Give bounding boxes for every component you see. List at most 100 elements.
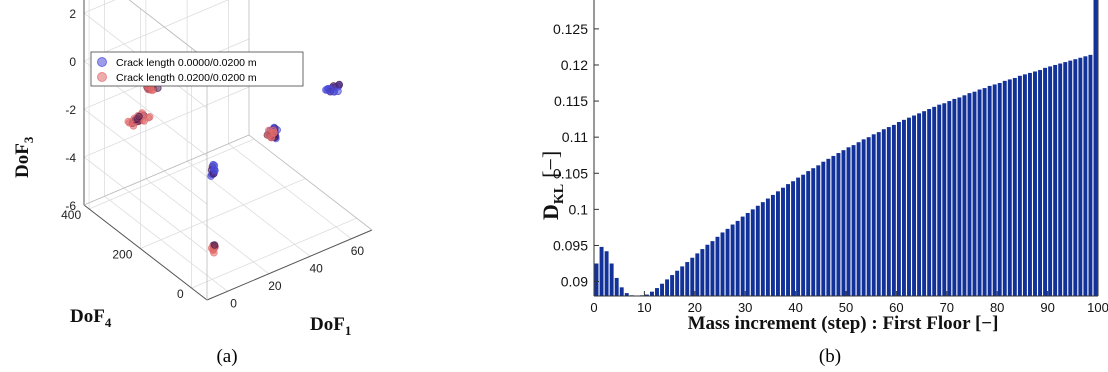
bar [992, 84, 997, 296]
bar [604, 251, 609, 296]
bar [690, 257, 695, 296]
bar [912, 115, 916, 296]
bar [871, 134, 876, 296]
bar [886, 127, 891, 296]
bar [1058, 63, 1063, 296]
y-tick-label: 0.115 [554, 93, 588, 109]
bar [876, 132, 881, 296]
x-tick-label: 20 [688, 300, 702, 315]
bar [705, 244, 710, 296]
bar [856, 142, 861, 296]
bar [957, 97, 962, 297]
bar [972, 91, 977, 296]
x-tick-label: 80 [990, 300, 1004, 315]
axes-frame [593, 0, 1099, 297]
bar [846, 147, 851, 296]
bar [1043, 67, 1048, 296]
bar [1012, 77, 1017, 296]
bar [594, 263, 599, 296]
bar [796, 177, 801, 296]
bar [917, 113, 922, 296]
bar [841, 150, 846, 296]
bar [614, 277, 619, 296]
y-tick-label: 0.11 [562, 129, 588, 145]
point-series-1 [210, 161, 219, 170]
x-tick-label: 60 [889, 300, 903, 315]
gridline [191, 217, 357, 289]
bar [816, 165, 821, 296]
point-series-2 [269, 126, 278, 135]
y-tick-labels: 0.09 0.095 0.1 0.105 0.11 0.115 0.12 0.125 [553, 21, 588, 290]
bar [821, 161, 826, 296]
bar [685, 262, 690, 296]
y-axis-label: DoF4 [70, 306, 112, 330]
box-edge [83, 134, 250, 206]
gridline [83, 86, 250, 158]
bar [896, 122, 901, 296]
bar [624, 293, 629, 296]
y-tick-label: 0.12 [561, 57, 588, 73]
bar [660, 283, 664, 296]
bar [740, 216, 745, 296]
bar [1063, 62, 1068, 297]
x-axis-label: Mass increment (step) : First Floor [−] [688, 313, 999, 334]
x-tick-label: 10 [637, 300, 651, 315]
x-axis-line [206, 229, 373, 301]
bar [760, 202, 765, 296]
y-tick-label: 0.125 [553, 21, 588, 37]
x-tick-labels: 0 10 20 30 40 50 60 70 80 90 100 [590, 300, 1108, 315]
bar [715, 236, 720, 296]
legend-label-series-1: Crack length 0.0000/0.0200 m [116, 57, 257, 69]
bar [781, 187, 785, 296]
point-series-1 [334, 87, 342, 96]
bar [1027, 72, 1032, 296]
bar [745, 212, 750, 296]
y-tick-label: 200 [112, 248, 132, 262]
bar [1033, 71, 1037, 296]
y-tick-label: 0.095 [553, 237, 588, 253]
legend: Crack length 0.0000/0.0200 m Crack lengt… [90, 51, 304, 87]
panel-label-b: (b) [819, 346, 841, 367]
point-series-2 [135, 112, 143, 121]
legend-marker-red [97, 72, 107, 82]
bar [755, 205, 760, 296]
bar [982, 88, 987, 296]
bar [791, 181, 796, 296]
bar [922, 111, 927, 297]
bar [680, 266, 685, 296]
bar [675, 270, 680, 296]
bar [831, 155, 836, 296]
bar [967, 93, 972, 296]
bar [609, 263, 614, 296]
x-tick-label: 50 [839, 300, 853, 315]
bar [987, 85, 992, 296]
bar [670, 275, 675, 296]
x-tick-label: 90 [1040, 300, 1054, 315]
bar [901, 119, 906, 296]
gridline [104, 195, 228, 292]
bar [962, 95, 967, 296]
z-tick-label: -6 [65, 199, 76, 213]
gridline [140, 178, 306, 249]
y-axis-label: DKL[−] [538, 151, 567, 220]
bar [765, 198, 770, 296]
bar [806, 171, 811, 296]
point-series-1 [325, 87, 334, 95]
y-axis-line [83, 204, 208, 301]
x-axis-label: DoF1 [310, 314, 351, 338]
bar [665, 279, 670, 296]
bar [1083, 56, 1088, 297]
panel-b-bar-chart: 0.09 0.095 0.1 0.105 0.11 0.115 0.12 0.125 0 10 2… [538, 0, 1108, 367]
box-edge [248, 134, 373, 231]
x-tick-label: 70 [940, 300, 954, 315]
legend-box [90, 51, 304, 87]
bar [942, 103, 947, 297]
bar [947, 101, 952, 296]
z-tick-label: -4 [65, 151, 76, 165]
x-tick-label: 100 [1087, 300, 1108, 315]
x-tick-label: 0 [590, 300, 597, 315]
panel-label-a: (a) [216, 346, 237, 367]
bar [826, 158, 831, 296]
x-tick-label: 30 [738, 300, 752, 315]
